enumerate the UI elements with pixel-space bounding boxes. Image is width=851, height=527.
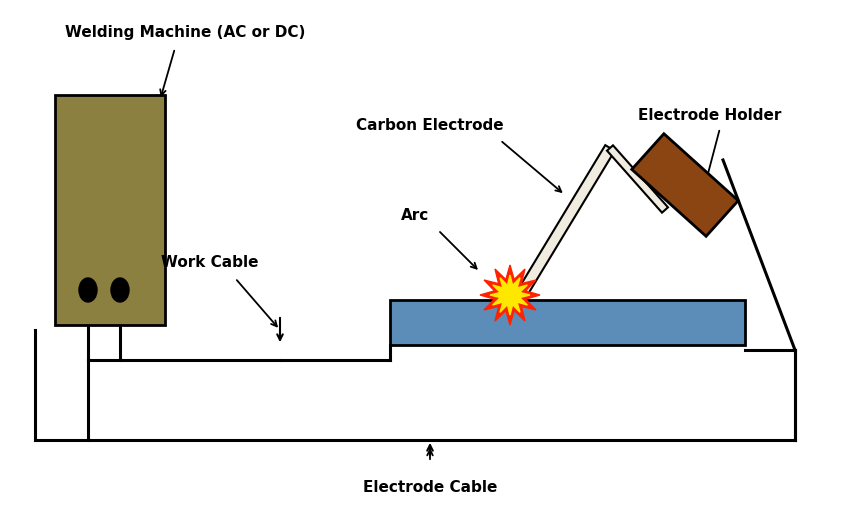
Polygon shape [607,145,668,213]
Polygon shape [490,275,530,315]
Polygon shape [480,265,540,325]
Text: Arc: Arc [401,208,429,223]
Text: Carbon Electrode: Carbon Electrode [357,118,504,133]
Text: Electrode Cable: Electrode Cable [363,480,497,495]
Bar [390,300,745,345]
Bar [55,95,165,325]
Text: Welding Machine (AC or DC): Welding Machine (AC or DC) [65,25,306,40]
Ellipse shape [111,278,129,302]
Text: Work Cable: Work Cable [161,255,259,270]
Polygon shape [631,134,738,236]
Text: Electrode Holder: Electrode Holder [638,108,782,123]
Ellipse shape [79,278,97,302]
Polygon shape [511,145,614,308]
